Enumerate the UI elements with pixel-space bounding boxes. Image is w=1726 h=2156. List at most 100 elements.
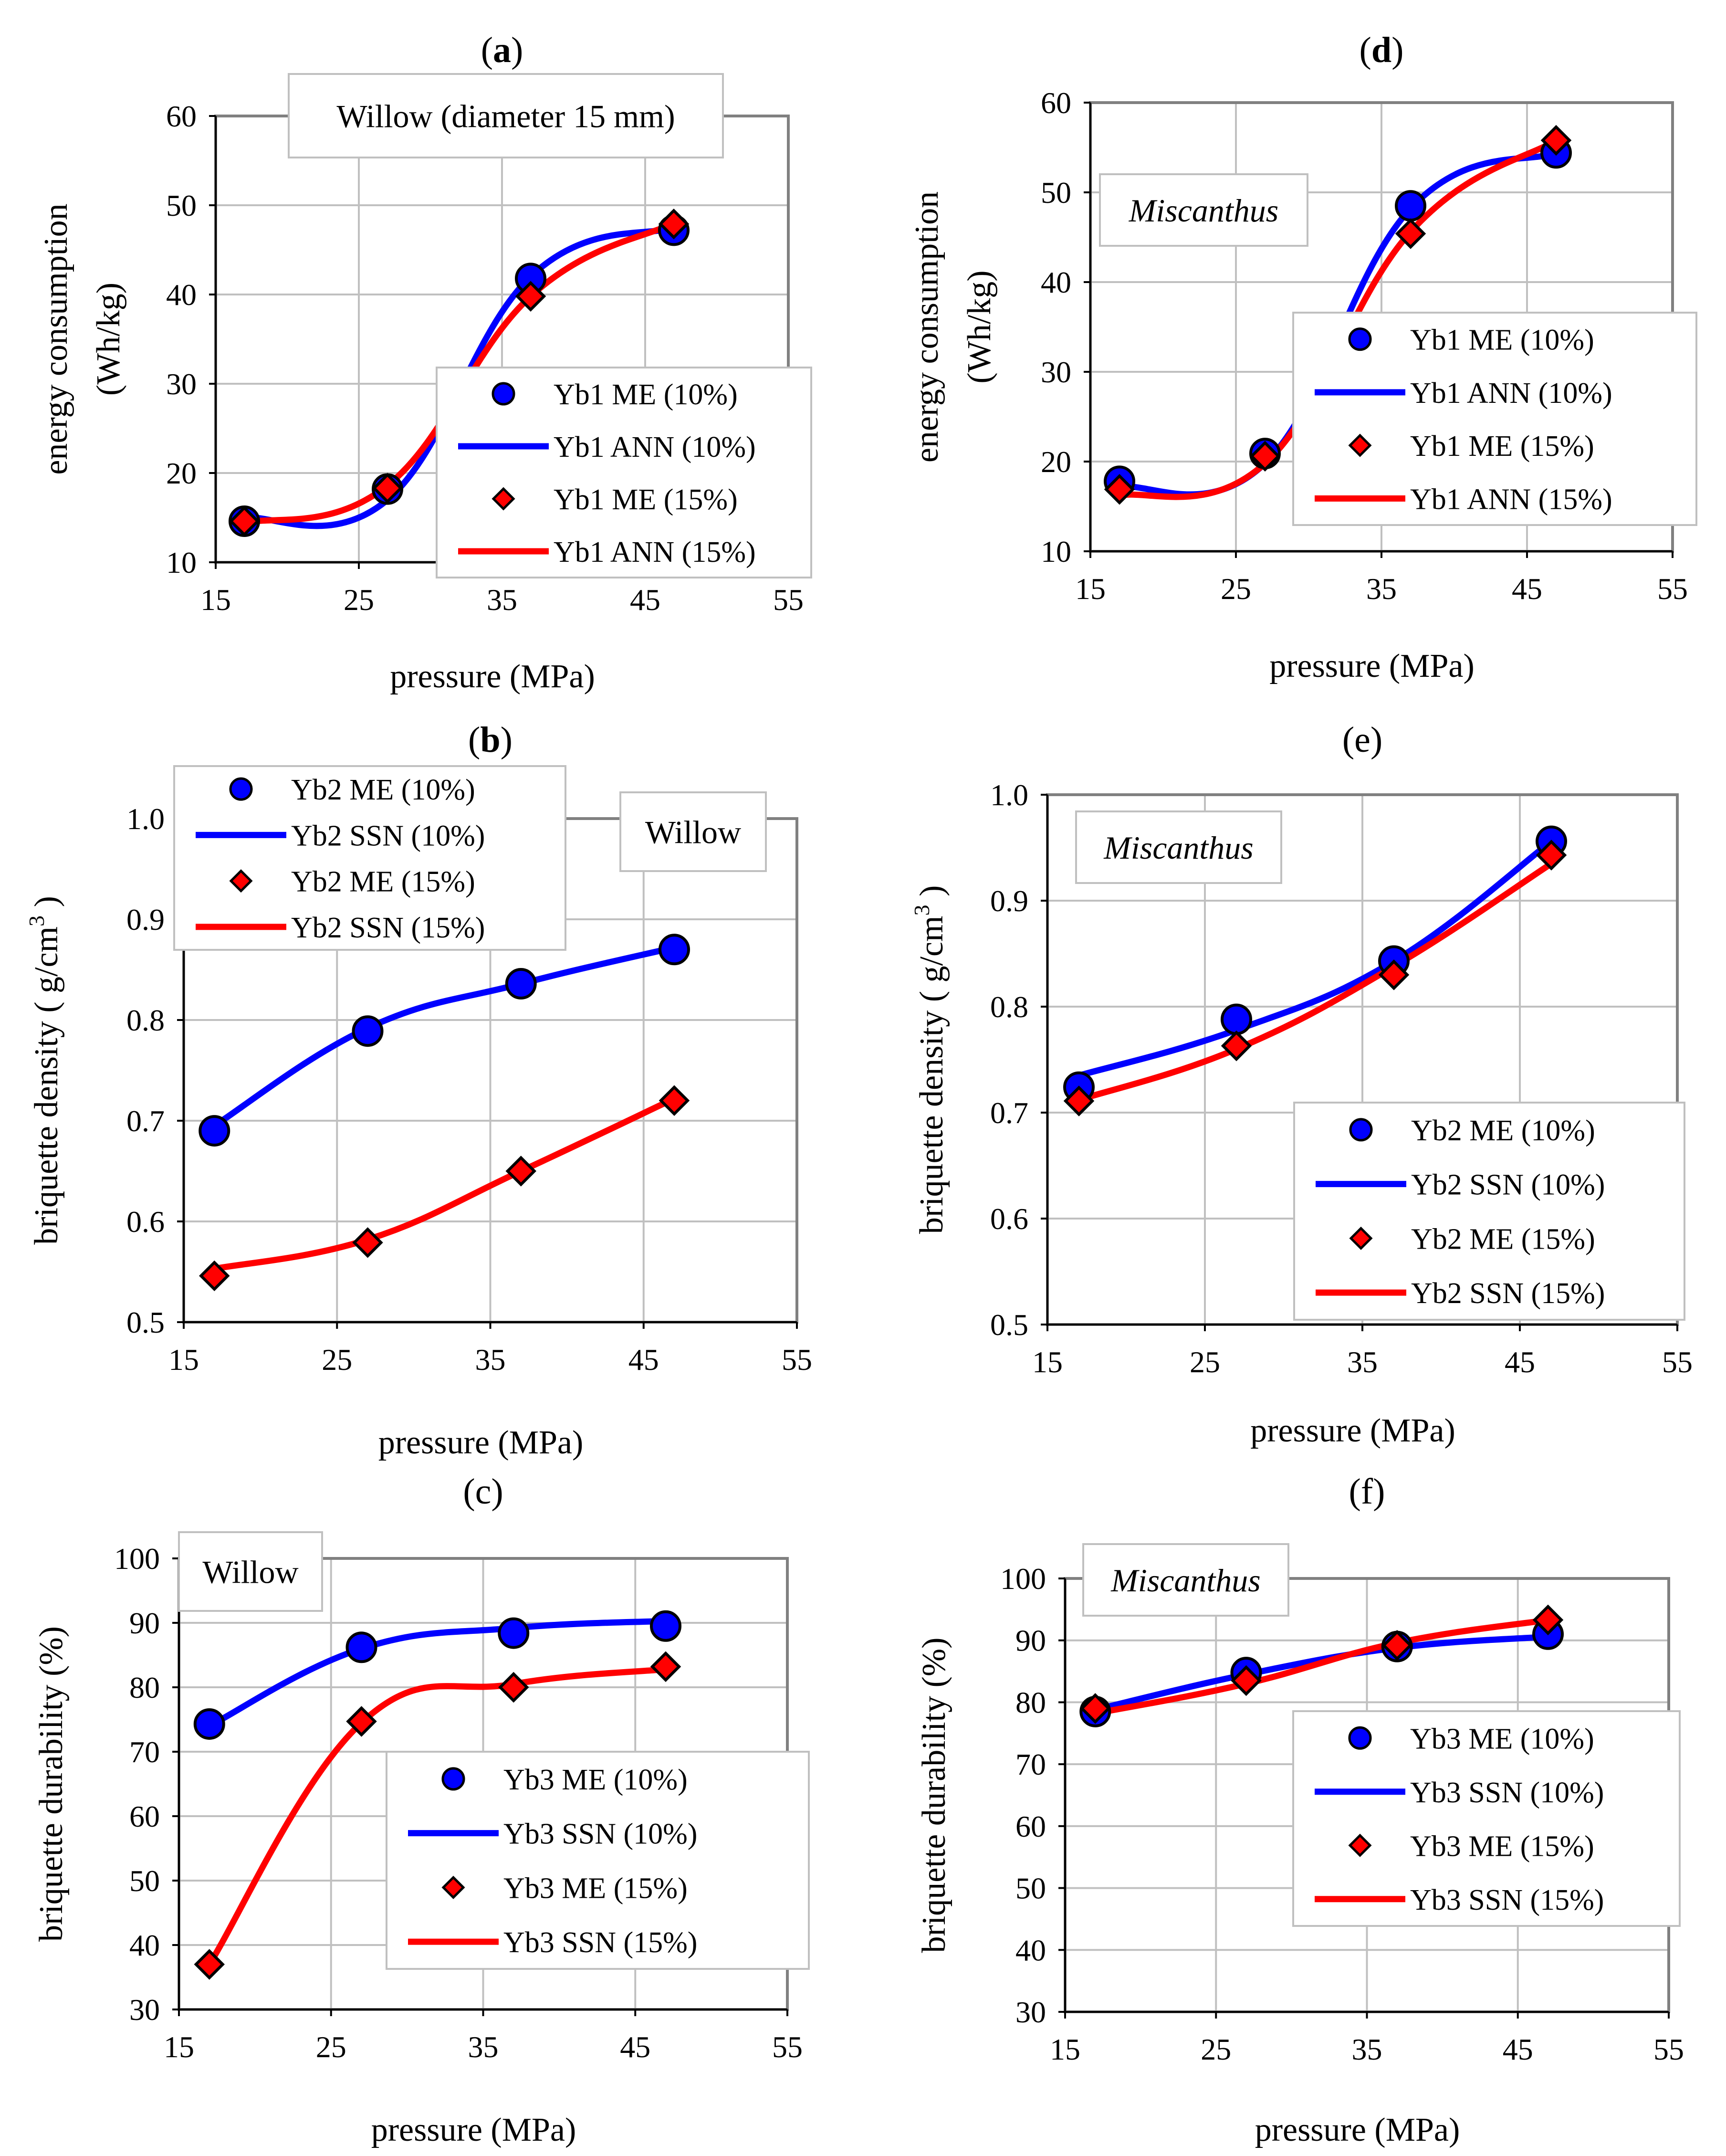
legend-entry-label: Yb3 ME (15%) [1410,1830,1594,1862]
x-tick-label: 45 [628,1343,659,1377]
series-line-yb3-ssn-15- [206,1666,669,1967]
y-tick-label: 50 [1015,1872,1046,1905]
chart-panel-c: (c) 15 25 35 45 55 30 40 50 60 70 80 90 100 pressure (… [33,1472,810,2148]
x-tick-label: 55 [1662,1345,1693,1379]
data-point-diamond [1249,441,1281,472]
x-tick-label: 35 [1366,572,1397,606]
data-point-diamond [498,1672,529,1703]
legend-entry-label: Yb3 SSN (15%) [503,1926,697,1959]
panel-letter-part: ( [1360,30,1371,70]
legend-entry-label: Yb3 ME (15%) [503,1872,688,1904]
legend-entry-label: Yb3 SSN (10%) [503,1818,697,1851]
y-axis-label-sup: 3 [24,915,49,926]
data-point-diamond [650,1651,681,1683]
series-line-yb3-ssn-10- [206,1618,669,1729]
y-axis-label: briquette durability (%) [33,1626,70,1942]
chart-label: Willow (diameter 15 mm) [336,98,675,135]
x-tick-label: 15 [164,2030,194,2064]
y-axis-label-main: briquette density ( g/cm [913,916,950,1234]
y-tick-label: 0.9 [990,884,1028,918]
data-point-circle [505,968,537,1000]
y-tick-label: 0.8 [990,990,1028,1024]
y-tick-label: 0.6 [126,1205,165,1239]
x-tick-label: 55 [1653,2032,1684,2066]
y-tick-label: 10 [1041,535,1071,568]
panel-letter-part: ) [511,30,523,70]
y-axis-label: energy consumption [38,203,74,474]
legend-entry-label: Yb2 SSN (10%) [1411,1169,1605,1201]
y-tick-label: 20 [166,456,197,490]
data-point-diamond [658,209,690,240]
x-tick-label: 15 [1032,1345,1063,1379]
x-tick-label: 15 [1050,2032,1080,2066]
y-tick-label: 0.8 [126,1003,165,1037]
chart-panel-d: (d) 15 25 35 45 55 10 20 30 40 50 60 pressure (MPa) e… [909,30,1697,684]
legend-entry-label: Yb2 ME (15%) [1411,1223,1595,1255]
x-tick-label: 15 [200,583,231,617]
legend-entry-label: Yb1 ME (15%) [554,484,738,516]
legend-swatch-circle [441,1767,465,1791]
y-axis-unit: (Wh/kg) [90,283,127,396]
legend-entry-label: Yb2 SSN (10%) [291,820,485,852]
y-tick-label: 0.5 [126,1305,165,1339]
panel-letter-c: (c) [463,1472,503,1512]
panel-letter-part: ( [1342,720,1354,760]
chart-panel-a: (a) 15 25 35 45 55 10 20 30 40 50 60 pressure (MPa) e… [38,30,812,695]
chart-label-box [288,73,724,158]
y-axis-label: briquette durability (%) [916,1638,952,1953]
x-tick-label: 55 [1657,572,1688,606]
legend-entry-label: Yb3 ME (10%) [1410,1723,1594,1755]
y-tick-label: 60 [1041,86,1071,120]
panel-letter-part: b [480,720,500,760]
x-axis-label: pressure (MPa) [390,658,595,695]
data-point-diamond [1231,1665,1262,1696]
y-tick-label: 90 [129,1606,160,1640]
data-point-circle [659,934,690,966]
x-tick-label: 55 [772,2030,803,2064]
panel-letter-part: e [1354,720,1370,760]
data-point-diamond [1063,1085,1095,1116]
data-point-diamond [1104,474,1135,505]
x-tick-label: 25 [344,583,374,617]
panel-letter-part: ( [481,30,493,70]
y-tick-label: 20 [1041,445,1071,479]
data-point-circle [498,1617,530,1649]
data-point-diamond [1395,218,1426,249]
y-tick-label: 40 [166,278,197,312]
data-point-diamond [1221,1030,1252,1062]
x-axis-label: pressure (MPa) [1269,648,1475,684]
chart-label-box [1082,1543,1289,1617]
x-tick-label: 45 [1512,572,1542,606]
data-point-diamond [194,1949,225,1980]
data-point-diamond [659,1085,690,1116]
x-axis-label: pressure (MPa) [1255,2112,1460,2148]
y-tick-label: 60 [1015,1809,1046,1843]
y-tick-label: 0.9 [126,903,165,936]
y-tick-label: 90 [1015,1624,1046,1658]
chart-label: Miscanthus [1110,1562,1261,1599]
series-line-yb3-ssn-10- [1092,1633,1551,1713]
data-point-circle [352,1015,384,1047]
y-tick-label: 0.5 [990,1308,1028,1342]
data-point-diamond [1378,959,1410,990]
y-axis-unit: (Wh/kg) [961,270,998,383]
x-tick-label: 25 [1201,2032,1231,2066]
y-tick-label: 0.7 [990,1096,1028,1130]
data-point-circle [193,1708,225,1740]
legend-entry-label: Yb2 ME (10%) [1411,1115,1595,1147]
data-point-diamond [352,1227,383,1258]
legend-swatch-diamond [492,487,515,511]
data-point-circle [345,1631,377,1663]
data-point-diamond [1532,1604,1564,1636]
panel-letter-part: c [475,1472,492,1512]
legend-entry-label: Yb1 ANN (10%) [554,431,756,463]
legend-entry-label: Yb1 ME (10%) [1410,324,1594,357]
y-tick-label: 30 [1041,355,1071,389]
x-tick-label: 35 [1352,2032,1382,2066]
chart-label-box [619,791,767,872]
y-axis-label: briquette density ( g/cm3 ) [910,885,950,1234]
data-point-diamond [515,281,546,312]
chart-panel-e: (e) 15 25 35 45 55 0.5 0.6 0.7 0.8 0.9 1.0 pressure … [910,720,1693,1449]
y-tick-label: 40 [129,1928,160,1962]
